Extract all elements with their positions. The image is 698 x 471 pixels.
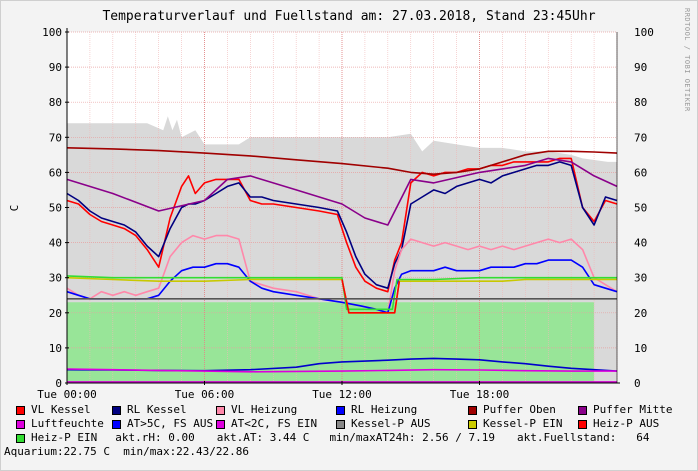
y-tick-label-right: 70 xyxy=(634,131,647,144)
y-tick-label: 100 xyxy=(42,26,62,39)
legend-label: Puffer Oben xyxy=(483,403,556,416)
legend-item: RL Heizung xyxy=(336,403,468,417)
legend-row-2: Luftfeuchte AT>5C, FS AUS AT<2C, FS EIN Kes… xyxy=(16,417,696,431)
series-rl-kessel xyxy=(66,161,618,290)
legend-swatch xyxy=(468,419,477,429)
legend-item: Kessel-P EIN xyxy=(468,417,578,431)
legend-item: Puffer Oben xyxy=(468,403,578,417)
chart-title: Temperaturverlauf und Fuellstand am: 27.… xyxy=(102,9,596,24)
fill-level-readout: akt.Fuellstand: 64 xyxy=(517,431,650,444)
y-tick-label-right: 60 xyxy=(634,166,647,179)
y-tick-label-right: 50 xyxy=(634,202,647,215)
legend-row-4: Aquarium:22.75 C min/max:22.43/22.86 xyxy=(4,445,696,459)
y-tick-label: 60 xyxy=(49,166,62,179)
series-heiz-p-aus xyxy=(341,279,401,314)
x-tick-label: Tue 18:00 xyxy=(450,388,510,400)
legend-item: AT>5C, FS AUS xyxy=(112,417,216,431)
x-tick-label: Tue 00:00 xyxy=(37,388,97,400)
legend-item: Puffer Mitte xyxy=(578,403,688,417)
legend-swatch xyxy=(112,405,121,415)
legend-label: VL Heizung xyxy=(231,403,298,416)
y-tick-label: 20 xyxy=(49,307,62,320)
y-tick-label-right: 20 xyxy=(634,307,647,320)
minmax-24h-readout: min/maxAT24h: 2.56 / 7.19 xyxy=(329,431,496,444)
outdoor-temp-readout: akt.AT: 3.44 C xyxy=(216,431,310,444)
aquarium-readout: Aquarium:22.75 C min/max:22.43/22.86 xyxy=(4,445,250,458)
legend-item: RL Kessel xyxy=(112,403,216,417)
legend-swatch xyxy=(16,433,25,443)
series-rl-heizung xyxy=(66,259,618,314)
legend-swatch xyxy=(578,419,587,429)
x-tick-label: Tue 06:00 xyxy=(175,388,235,400)
legend-row-1: VL Kessel RL Kessel VL Heizung RL Heizung Pu… xyxy=(16,403,696,417)
y-tick-label: 40 xyxy=(49,237,62,250)
y-tick-label: 80 xyxy=(49,96,62,109)
y-axis-label: C xyxy=(8,205,21,212)
series-heiz-p-ein xyxy=(66,275,617,311)
legend: VL Kessel RL Kessel VL Heizung RL Heizung Pu… xyxy=(4,403,696,459)
legend-swatch xyxy=(578,405,587,415)
legend-label: Heiz-P EIN xyxy=(31,431,98,444)
grid-layer xyxy=(66,31,618,384)
legend-swatch xyxy=(336,419,345,429)
series-luftfeuchte xyxy=(66,368,617,373)
legend-item: Heiz-P AUS xyxy=(578,417,688,431)
y-tick-label-right: 80 xyxy=(634,96,647,109)
series-layer xyxy=(66,147,618,383)
series-puffer-mitte xyxy=(66,157,618,226)
y-tick-label: 0 xyxy=(55,377,62,390)
legend-swatch xyxy=(112,419,121,429)
legend-label: Luftfeuchte xyxy=(31,417,104,430)
legend-label: Kessel-P EIN xyxy=(483,417,563,430)
legend-label: Heiz-P AUS xyxy=(593,417,660,430)
legend-label: VL Kessel xyxy=(31,403,91,416)
legend-swatch xyxy=(216,419,225,429)
series-puffer-oben xyxy=(66,147,618,175)
legend-label: RL Kessel xyxy=(127,403,187,416)
legend-swatch xyxy=(16,419,25,429)
legend-item: Kessel-P AUS xyxy=(336,417,468,431)
legend-swatch xyxy=(16,405,25,415)
legend-label: AT<2C, FS EIN xyxy=(231,417,318,430)
series-vl-kessel xyxy=(66,157,618,293)
y-tick-label-right: 40 xyxy=(634,237,647,250)
x-tick-label: Tue 12:00 xyxy=(312,388,372,400)
y-tick-label-right: 0 xyxy=(634,377,641,390)
y-tick-label: 90 xyxy=(49,61,62,74)
humidity-readout: akt.rH: 0.00 xyxy=(115,431,195,444)
y-tick-label-right: 100 xyxy=(634,26,654,39)
y-tick-label-right: 30 xyxy=(634,272,647,285)
y-tick-label-right: 10 xyxy=(634,342,647,355)
legend-label: Puffer Mitte xyxy=(593,403,673,416)
legend-item: Luftfeuchte xyxy=(16,417,112,431)
y-tick-label: 10 xyxy=(49,342,62,355)
axes-layer: 0 0 10 10 20 20 30 30 40 40 50 50 60 60 70 70 80 80 90 90 10… xyxy=(37,26,654,400)
legend-swatch xyxy=(216,405,225,415)
legend-label: AT>5C, FS AUS xyxy=(127,417,214,430)
y-tick-label: 70 xyxy=(49,131,62,144)
legend-item: VL Heizung xyxy=(216,403,336,417)
rrdtool-watermark: RRDTOOL / TOBI OETIKER xyxy=(683,8,691,112)
temperature-chart: 0 0 10 10 20 20 30 30 40 40 50 50 60 60 70 70 80 80 90 90 10… xyxy=(8,26,654,400)
legend-swatch xyxy=(336,405,345,415)
y-tick-label: 50 xyxy=(49,202,62,215)
y-tick-label-right: 90 xyxy=(634,61,647,74)
y-tick-label: 30 xyxy=(49,272,62,285)
legend-item: AT<2C, FS EIN xyxy=(216,417,336,431)
legend-row-3: Heiz-P EIN akt.rH: 0.00 akt.AT: 3.44 C m… xyxy=(16,431,696,445)
legend-label: Kessel-P AUS xyxy=(351,417,431,430)
legend-swatch xyxy=(468,405,477,415)
legend-label: RL Heizung xyxy=(351,403,418,416)
legend-item: VL Kessel xyxy=(16,403,112,417)
legend-item-heizp-ein: Heiz-P EIN xyxy=(16,431,97,445)
